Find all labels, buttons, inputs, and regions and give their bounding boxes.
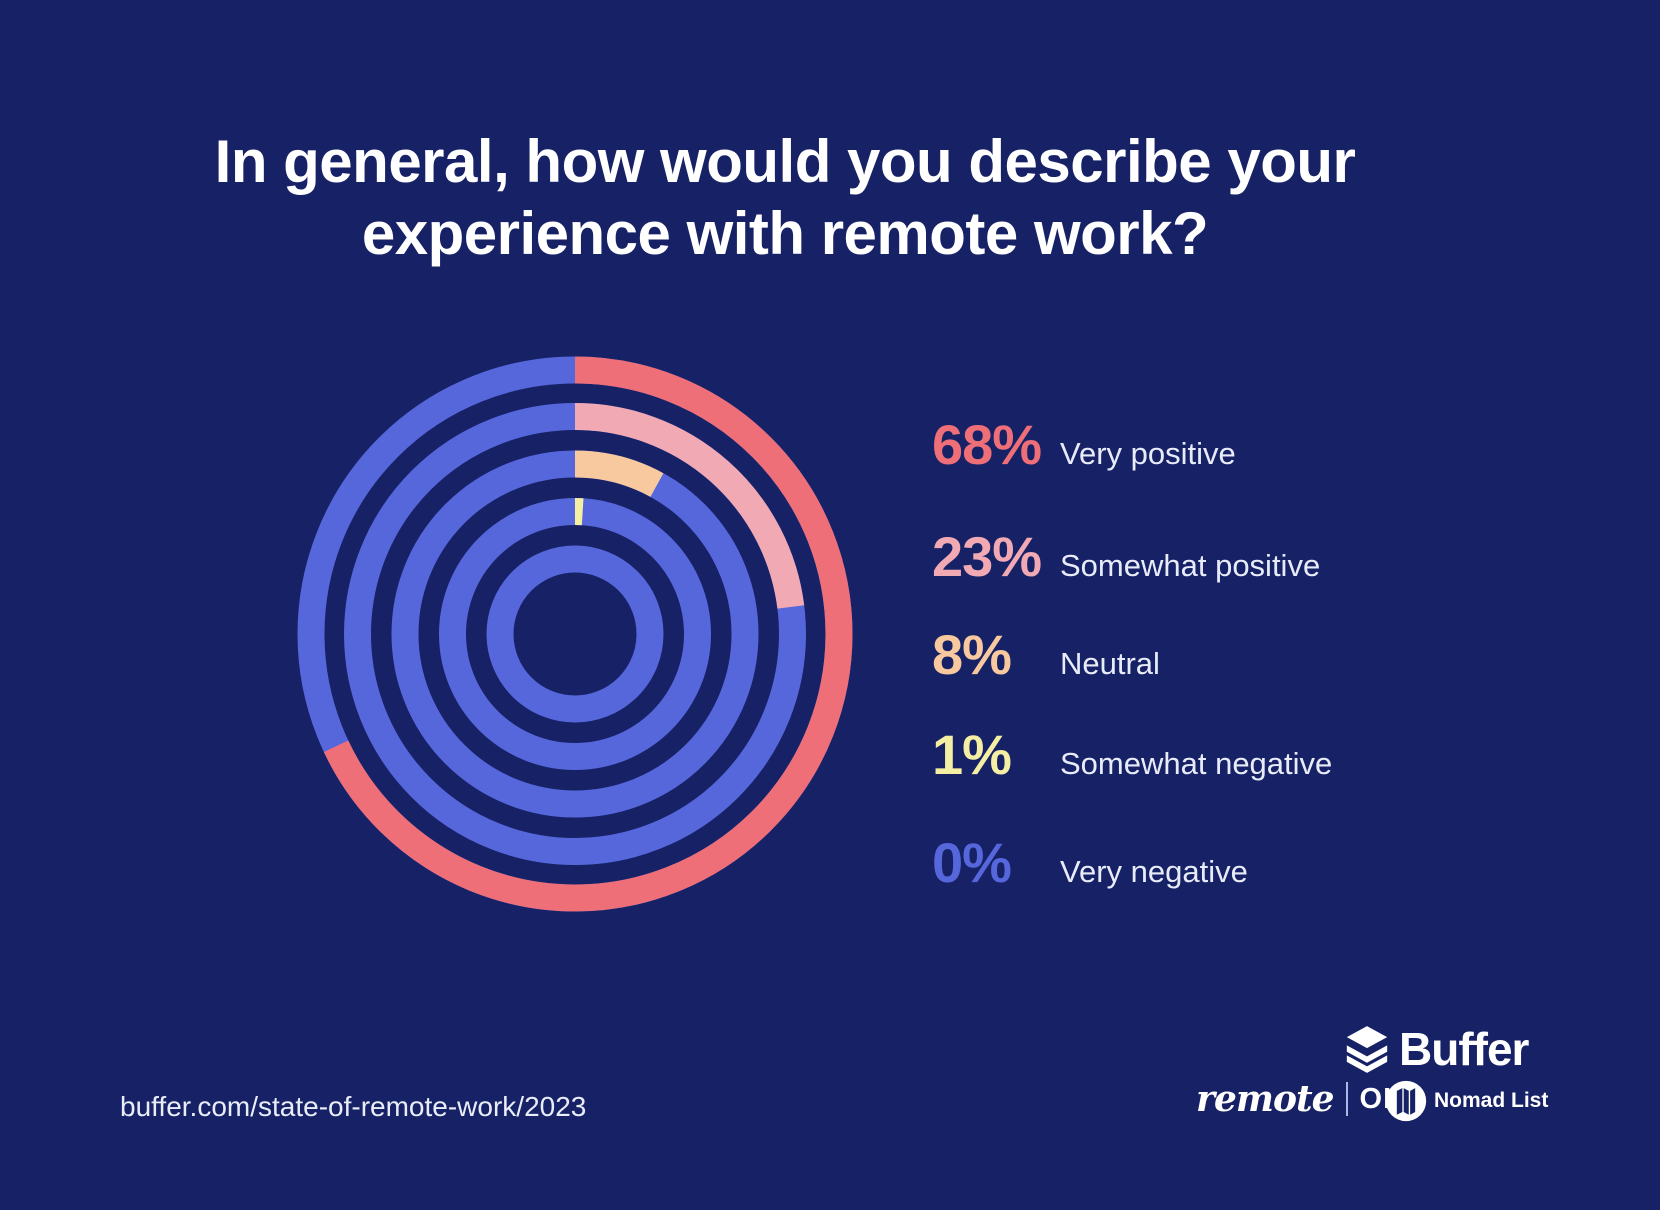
legend-item-somewhat-positive: 23% Somewhat positive (932, 524, 1320, 589)
legend-value: 68% (932, 413, 1042, 476)
chart-legend: 68% Very positive 23% Somewhat positive … (932, 0, 1492, 1210)
legend-value: 8% (932, 623, 1012, 686)
legend-value: 1% (932, 723, 1012, 786)
buffer-logo: Buffer (1345, 1022, 1529, 1076)
nomad-list-map-icon (1385, 1080, 1427, 1122)
source-url: buffer.com/state-of-remote-work/2023 (120, 1091, 587, 1122)
legend-label: Very positive (1060, 436, 1236, 471)
nomad-list-wordmark: Nomad List (1434, 1089, 1549, 1112)
remote-ok-divider (1345, 1082, 1348, 1116)
legend-item-very-positive: 68% Very positive (932, 412, 1236, 477)
legend-label: Somewhat positive (1060, 548, 1321, 583)
legend-label: Somewhat negative (1060, 746, 1333, 781)
buffer-wordmark: Buffer (1399, 1023, 1529, 1075)
legend-value: 23% (932, 525, 1042, 588)
legend-item-neutral: 8% Neutral (932, 622, 1160, 687)
concentric-rings-chart (297, 356, 853, 912)
legend-item-somewhat-negative: 1% Somewhat negative (932, 722, 1332, 787)
remote-ok-wordmark-remote: remote (1196, 1078, 1335, 1120)
remote-ok-logo: remote OK (1196, 1078, 1405, 1120)
buffer-layers-icon (1346, 1026, 1388, 1073)
legend-value: 0% (932, 831, 1012, 894)
legend-label: Neutral (1060, 646, 1160, 681)
legend-label: Very negative (1060, 854, 1248, 889)
nomad-list-logo: Nomad List (1384, 1079, 1548, 1123)
title-line-2: experience with remote work? (361, 200, 1209, 267)
title-line-1: In general, how would you describe your (214, 128, 1356, 195)
page-title: In general, how would you describe your e… (0, 126, 1570, 270)
legend-item-very-negative: 0% Very negative (932, 830, 1248, 895)
